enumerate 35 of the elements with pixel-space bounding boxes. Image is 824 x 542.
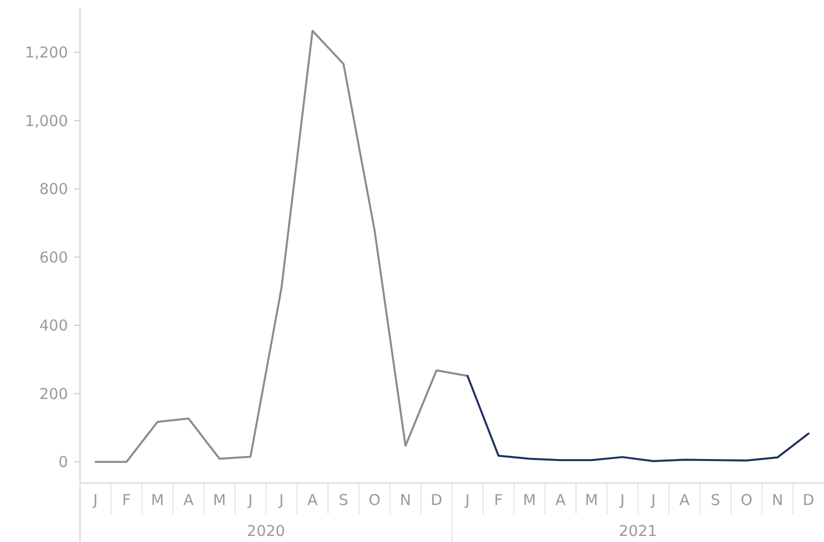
x-tick-label: M — [523, 491, 536, 509]
x-tick-label: O — [368, 491, 380, 509]
x-tick-label: A — [307, 491, 318, 509]
x-tick-label: M — [585, 491, 598, 509]
x-tick-label: M — [151, 491, 164, 509]
x-tick-label: F — [122, 491, 131, 509]
x-tick-label: N — [772, 491, 784, 509]
text: 2020 — [246, 522, 286, 540]
x-tick-label: A — [679, 491, 690, 509]
y-tick-label: 1,200 — [25, 44, 68, 62]
x-tick-label: D — [430, 491, 442, 509]
y-tick-label: 0 — [58, 453, 68, 472]
y-tick-label: 600 — [39, 248, 68, 266]
x-tick-label: N — [400, 491, 412, 509]
line-series — [94, 30, 468, 463]
x-tick-label: J — [619, 491, 625, 509]
x-tick-label: J — [650, 491, 656, 509]
line-series — [466, 374, 810, 462]
x-tick-label: J — [247, 491, 253, 509]
x-tick-label: A — [555, 491, 566, 509]
y-tick-label: 200 — [39, 384, 68, 403]
x-tick-label: S — [710, 491, 720, 509]
y-tick-label: 400 — [39, 316, 68, 335]
x-tick-label: A — [183, 491, 194, 509]
text: 2021 — [618, 522, 658, 540]
x-tick-label: S — [338, 491, 348, 509]
y-tick-label: 1,000 — [25, 112, 68, 130]
x-tick-label: D — [802, 491, 814, 509]
x-tick-label: J — [464, 491, 470, 509]
x-tick-label: M — [213, 491, 226, 509]
x-tick-label: J — [278, 491, 284, 509]
x-tick-label: O — [740, 491, 752, 509]
x-tick-label: J — [92, 491, 98, 509]
y-tick-label: 800 — [39, 180, 68, 198]
x-tick-label: F — [494, 491, 503, 509]
